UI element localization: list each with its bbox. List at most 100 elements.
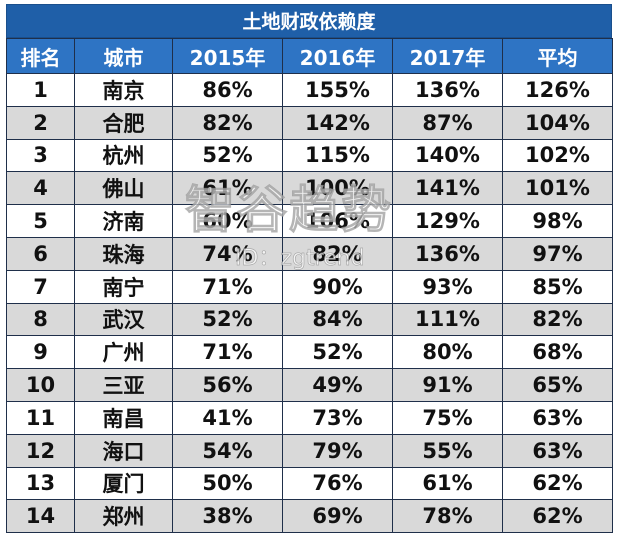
cell-rank: 13 bbox=[6, 466, 75, 501]
cell-city: 广州 bbox=[74, 335, 173, 370]
cell-rank: 8 bbox=[6, 302, 75, 337]
cell-2016: 49% bbox=[282, 368, 393, 402]
cell-average: 82% bbox=[502, 302, 613, 337]
header-rank: 排名 bbox=[6, 38, 75, 74]
cell-city: 南宁 bbox=[74, 269, 173, 304]
cell-2015: 60% bbox=[172, 204, 283, 238]
cell-city: 南昌 bbox=[74, 400, 173, 435]
cell-2016: 52% bbox=[282, 335, 393, 370]
cell-average: 62% bbox=[502, 499, 613, 534]
table-row: 13 厦门 50% 76% 61% 62% bbox=[6, 466, 613, 501]
table-row: 1 南京 86% 155% 136% 126% bbox=[6, 73, 613, 107]
table-row: 9 广州 71% 52% 80% 68% bbox=[6, 335, 613, 370]
table-row: 5 济南 60% 106% 129% 98% bbox=[6, 204, 613, 238]
cell-city: 佛山 bbox=[74, 171, 173, 206]
cell-average: 63% bbox=[502, 400, 613, 435]
cell-rank: 2 bbox=[6, 105, 75, 140]
cell-2016: 106% bbox=[282, 204, 393, 238]
cell-rank: 5 bbox=[6, 204, 75, 238]
cell-rank: 14 bbox=[6, 499, 75, 534]
cell-2016: 73% bbox=[282, 400, 393, 435]
cell-rank: 4 bbox=[6, 171, 75, 206]
cell-city: 合肥 bbox=[74, 105, 173, 140]
table-row: 4 佛山 61% 100% 141% 101% bbox=[6, 171, 613, 206]
cell-average: 102% bbox=[502, 138, 613, 173]
cell-2016: 142% bbox=[282, 105, 393, 140]
cell-city: 济南 bbox=[74, 204, 173, 238]
cell-rank: 1 bbox=[6, 73, 75, 107]
cell-2017: 93% bbox=[392, 269, 503, 304]
cell-average: 126% bbox=[502, 73, 613, 107]
cell-2015: 86% bbox=[172, 73, 283, 107]
cell-average: 85% bbox=[502, 269, 613, 304]
cell-2015: 52% bbox=[172, 302, 283, 337]
cell-2015: 71% bbox=[172, 269, 283, 304]
table-row: 14 郑州 38% 69% 78% 62% bbox=[6, 499, 613, 534]
cell-2015: 41% bbox=[172, 400, 283, 435]
cell-2017: 80% bbox=[392, 335, 503, 370]
cell-2015: 61% bbox=[172, 171, 283, 206]
cell-rank: 12 bbox=[6, 433, 75, 468]
cell-2017: 136% bbox=[392, 236, 503, 271]
cell-rank: 7 bbox=[6, 269, 75, 304]
table-row: 7 南宁 71% 90% 93% 85% bbox=[6, 269, 613, 304]
cell-average: 68% bbox=[502, 335, 613, 370]
header-2016: 2016年 bbox=[282, 38, 393, 74]
cell-city: 三亚 bbox=[74, 368, 173, 402]
cell-2017: 136% bbox=[392, 73, 503, 107]
cell-2016: 76% bbox=[282, 466, 393, 501]
cell-2017: 61% bbox=[392, 466, 503, 501]
cell-city: 厦门 bbox=[74, 466, 173, 501]
cell-rank: 10 bbox=[6, 368, 75, 402]
cell-2016: 90% bbox=[282, 269, 393, 304]
cell-2017: 140% bbox=[392, 138, 503, 173]
table-row: 2 合肥 82% 142% 87% 104% bbox=[6, 105, 613, 140]
cell-2016: 115% bbox=[282, 138, 393, 173]
cell-city: 武汉 bbox=[74, 302, 173, 337]
cell-rank: 11 bbox=[6, 400, 75, 435]
cell-2017: 55% bbox=[392, 433, 503, 468]
cell-average: 65% bbox=[502, 368, 613, 402]
cell-2016: 84% bbox=[282, 302, 393, 337]
cell-2015: 38% bbox=[172, 499, 283, 534]
table-row: 3 杭州 52% 115% 140% 102% bbox=[6, 138, 613, 173]
cell-2015: 56% bbox=[172, 368, 283, 402]
header-2017: 2017年 bbox=[392, 38, 503, 74]
cell-city: 郑州 bbox=[74, 499, 173, 534]
cell-2015: 50% bbox=[172, 466, 283, 501]
header-row: 排名 城市 2015年 2016年 2017年 平均 bbox=[6, 38, 613, 74]
cell-2015: 82% bbox=[172, 105, 283, 140]
cell-2017: 78% bbox=[392, 499, 503, 534]
table-row: 11 南昌 41% 73% 75% 63% bbox=[6, 400, 613, 435]
cell-2015: 52% bbox=[172, 138, 283, 173]
cell-rank: 6 bbox=[6, 236, 75, 271]
cell-average: 62% bbox=[502, 466, 613, 501]
cell-2017: 75% bbox=[392, 400, 503, 435]
cell-average: 98% bbox=[502, 204, 613, 238]
header-2015: 2015年 bbox=[172, 38, 283, 74]
cell-2015: 74% bbox=[172, 236, 283, 271]
cell-2017: 111% bbox=[392, 302, 503, 337]
cell-rank: 3 bbox=[6, 138, 75, 173]
cell-2015: 54% bbox=[172, 433, 283, 468]
cell-city: 南京 bbox=[74, 73, 173, 107]
cell-city: 珠海 bbox=[74, 236, 173, 271]
cell-2017: 87% bbox=[392, 105, 503, 140]
data-table-figure: 土地财政依赖度 排名 城市 2015年 2016年 2017年 平均 1 南京 86% 155%… bbox=[6, 4, 613, 537]
cell-2016: 79% bbox=[282, 433, 393, 468]
cell-2016: 69% bbox=[282, 499, 393, 534]
table-row: 6 珠海 74% 82% 136% 97% bbox=[6, 236, 613, 271]
cell-average: 104% bbox=[502, 105, 613, 140]
table-title: 土地财政依赖度 bbox=[6, 4, 612, 38]
cell-2016: 100% bbox=[282, 171, 393, 206]
cell-rank: 9 bbox=[6, 335, 75, 370]
cell-2017: 129% bbox=[392, 204, 503, 238]
cell-average: 97% bbox=[502, 236, 613, 271]
cell-2016: 82% bbox=[282, 236, 393, 271]
table-row: 10 三亚 56% 49% 91% 65% bbox=[6, 368, 613, 402]
table-body: 1 南京 86% 155% 136% 126% 2 合肥 82% 142% 87% 104% 3 杭州 52… bbox=[6, 73, 613, 534]
cell-2017: 91% bbox=[392, 368, 503, 402]
cell-city: 杭州 bbox=[74, 138, 173, 173]
cell-2015: 71% bbox=[172, 335, 283, 370]
header-city: 城市 bbox=[74, 38, 173, 74]
